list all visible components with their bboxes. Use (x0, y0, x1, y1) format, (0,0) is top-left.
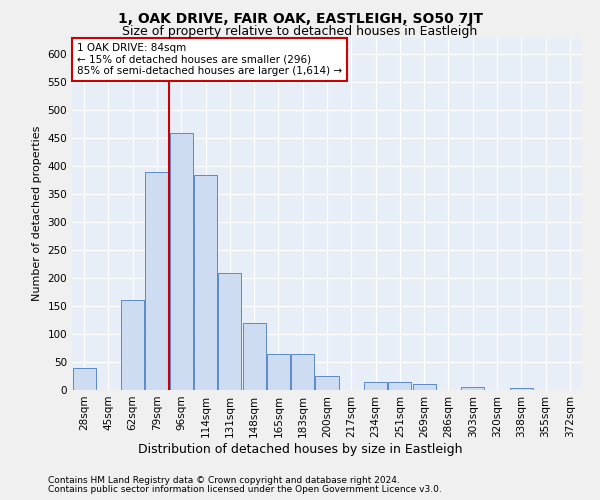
Bar (170, 132, 193, 390)
Bar (194, 174, 217, 390)
Text: Contains HM Land Registry data © Crown copyright and database right 2024.: Contains HM Land Registry data © Crown c… (48, 476, 400, 485)
Bar (73, 368, 95, 390)
Bar (364, 382, 387, 390)
Text: 1 OAK DRIVE: 84sqm
← 15% of detached houses are smaller (296)
85% of semi-detach: 1 OAK DRIVE: 84sqm ← 15% of detached hou… (77, 43, 342, 76)
Bar (267, 354, 290, 390)
Y-axis label: Number of detached properties: Number of detached properties (32, 126, 42, 302)
Bar (388, 382, 412, 390)
Bar (291, 354, 314, 390)
Bar (413, 384, 436, 390)
Text: Contains public sector information licensed under the Open Government Licence v3: Contains public sector information licen… (48, 485, 442, 494)
Bar (242, 323, 266, 390)
Bar (145, 172, 169, 390)
Text: Size of property relative to detached houses in Eastleigh: Size of property relative to detached ho… (122, 25, 478, 38)
Bar (316, 376, 338, 390)
Bar (121, 300, 144, 390)
Bar (461, 387, 484, 390)
Text: 1, OAK DRIVE, FAIR OAK, EASTLEIGH, SO50 7JT: 1, OAK DRIVE, FAIR OAK, EASTLEIGH, SO50 … (118, 12, 482, 26)
Text: Distribution of detached houses by size in Eastleigh: Distribution of detached houses by size … (138, 442, 462, 456)
Bar (218, 272, 241, 390)
Bar (510, 388, 533, 390)
